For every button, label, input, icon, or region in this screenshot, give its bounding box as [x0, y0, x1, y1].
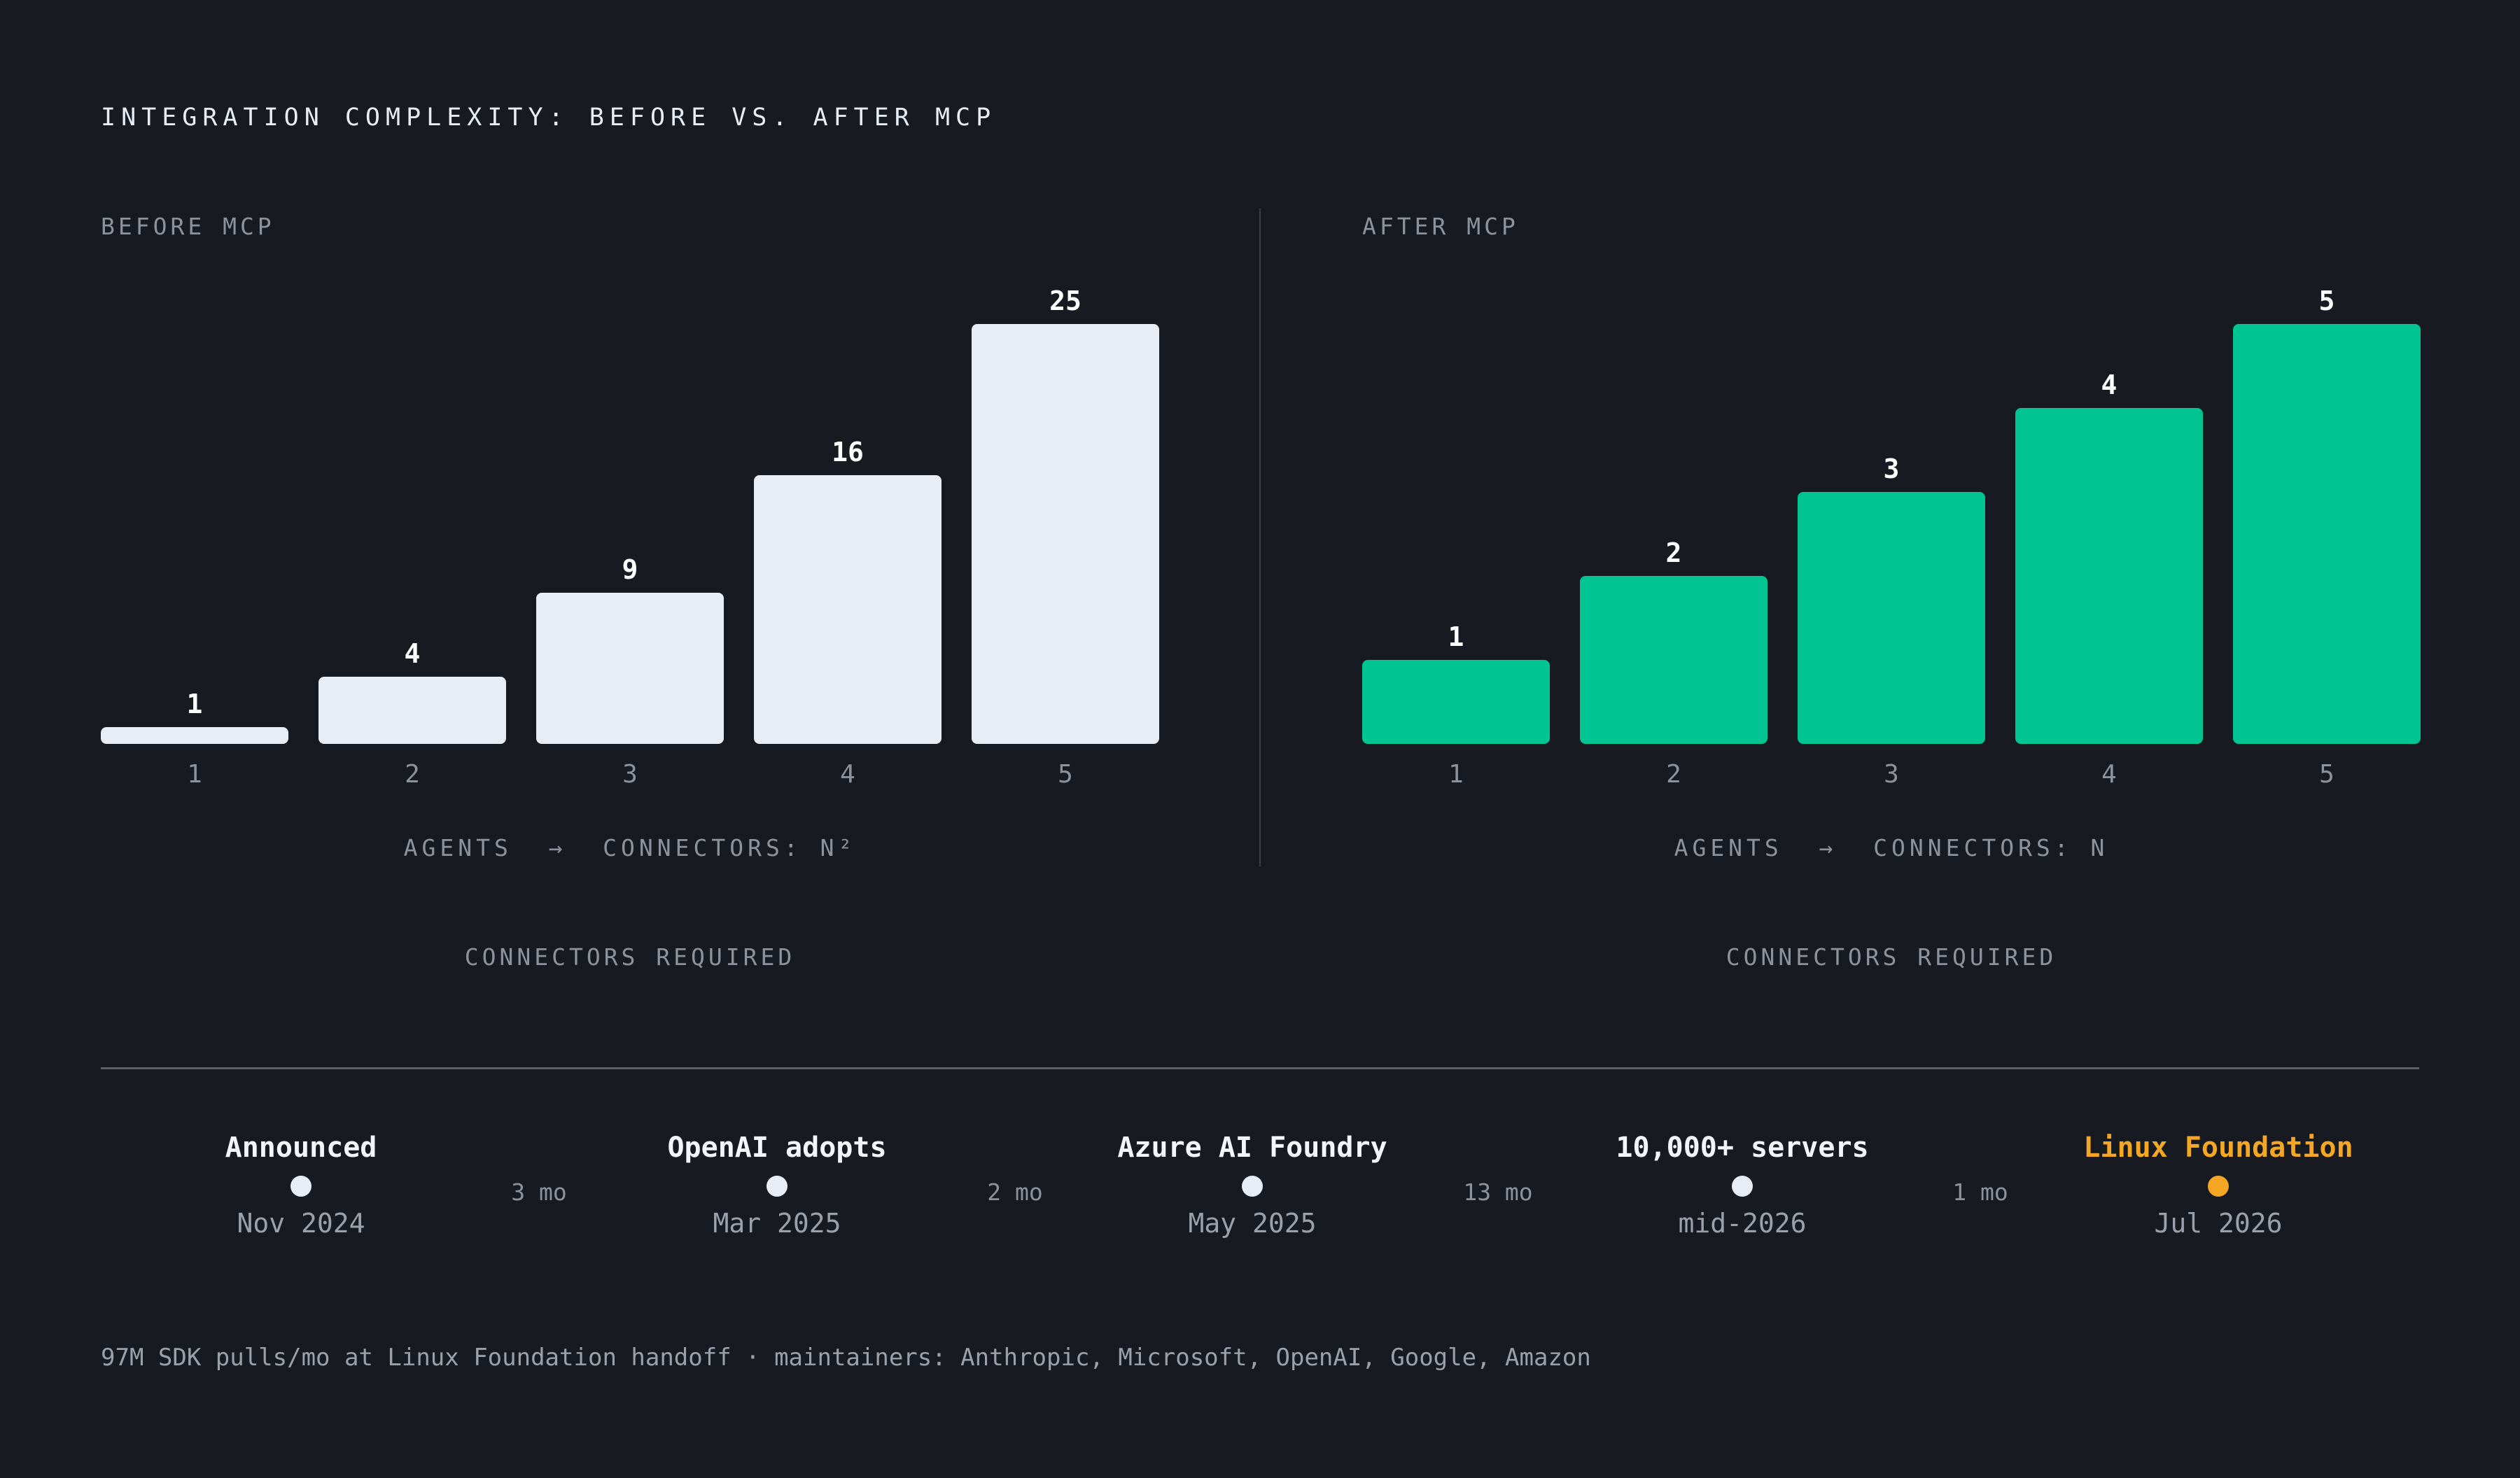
- milestone-announced: Announced Nov 2024: [91, 1128, 511, 1241]
- before-x-tick-label: 3: [622, 760, 638, 789]
- before-x-tick-label: 2: [405, 760, 420, 789]
- before-panel-label: BEFORE MCP: [101, 213, 275, 240]
- milestone-title: Azure AI Foundry: [1117, 1132, 1387, 1164]
- gap-label: 1 mo: [1952, 1178, 2008, 1206]
- after-bar-value-label: 2: [1666, 537, 1682, 568]
- before-bar-value-label: 1: [187, 689, 203, 719]
- gap-label: 13 mo: [1463, 1178, 1533, 1206]
- after-bar-4: [2015, 408, 2203, 744]
- milestone-servers: 10,000+ servers mid-2026: [1532, 1128, 1952, 1241]
- after-bar-5: [2233, 324, 2421, 744]
- before-bar-value-label: 4: [405, 638, 421, 669]
- after-bar-value-label: 5: [2319, 286, 2335, 316]
- footer-note: 97M SDK pulls/mo at Linux Foundation han…: [101, 1344, 1591, 1372]
- after-bar-2: [1580, 576, 1768, 744]
- chart-title: INTEGRATION COMPLEXITY: BEFORE VS. AFTER…: [101, 104, 997, 132]
- milestone-title: 10,000+ servers: [1616, 1132, 1869, 1164]
- after-bar-value-label: 3: [1884, 453, 1900, 484]
- milestone-date: May 2025: [1188, 1208, 1317, 1239]
- after-x-tick-label: 4: [2101, 760, 2117, 789]
- section-divider: [101, 1067, 2419, 1069]
- after-bar-1: [1362, 660, 1550, 744]
- after-bar-value-label: 1: [1448, 621, 1464, 652]
- before-bar-5: [972, 324, 1159, 744]
- milestone-title: OpenAI adopts: [667, 1132, 887, 1164]
- milestone-dot: [1242, 1176, 1263, 1197]
- milestone-dot: [2208, 1176, 2229, 1197]
- after-bar-value-label: 4: [2101, 370, 2118, 400]
- milestone-dot: [290, 1176, 312, 1197]
- after-panel-label: AFTER MCP: [1362, 213, 1519, 240]
- milestone-dot: [766, 1176, 788, 1197]
- milestone-title: Linux Foundation: [2083, 1132, 2353, 1164]
- before-bar-2: [318, 677, 506, 744]
- gap-label: 3 mo: [511, 1178, 567, 1206]
- milestone-title: Announced: [225, 1132, 377, 1164]
- milestone-dot: [1732, 1176, 1753, 1197]
- before-x-axis-label: AGENTS → CONNECTORS: N²: [403, 834, 857, 861]
- after-x-tick-label: 5: [2319, 760, 2334, 789]
- bar-charts: 1 1 4 2 9 3 16 4 25 5 1 1 2 2 3 3 4 4 5 5: [101, 286, 2421, 789]
- before-x-tick-label: 4: [840, 760, 855, 789]
- before-y-axis-label: CONNECTORS REQUIRED: [464, 943, 796, 971]
- after-x-axis-label: AGENTS → CONNECTORS: N: [1674, 834, 2109, 861]
- before-bar-value-label: 25: [1049, 286, 1082, 316]
- panel-divider: [1259, 209, 1261, 866]
- milestone-openai-adopts: OpenAI adopts Mar 2025: [567, 1128, 987, 1241]
- gap-label: 2 mo: [987, 1178, 1043, 1206]
- milestone-date: Mar 2025: [713, 1208, 841, 1239]
- after-x-tick-label: 2: [1666, 760, 1681, 789]
- before-bar-3: [536, 593, 724, 744]
- after-x-tick-label: 3: [1884, 760, 1899, 789]
- before-x-tick-label: 5: [1058, 760, 1073, 789]
- milestone-linux-foundation: Linux Foundation Jul 2026: [2008, 1128, 2428, 1241]
- milestone-date: mid-2026: [1678, 1208, 1807, 1239]
- after-bar-3: [1798, 492, 1985, 744]
- milestone-azure-ai-foundry: Azure AI Foundry May 2025: [1042, 1128, 1462, 1241]
- before-x-tick-label: 1: [187, 760, 202, 789]
- before-bar-1: [101, 727, 288, 744]
- before-bar-4: [754, 475, 941, 744]
- before-bar-value-label: 16: [832, 437, 864, 467]
- before-bar-value-label: 9: [622, 554, 638, 585]
- milestone-date: Nov 2024: [237, 1208, 365, 1239]
- after-y-axis-label: CONNECTORS REQUIRED: [1726, 943, 2057, 971]
- after-x-tick-label: 1: [1448, 760, 1464, 789]
- milestone-date: Jul 2026: [2154, 1208, 2283, 1239]
